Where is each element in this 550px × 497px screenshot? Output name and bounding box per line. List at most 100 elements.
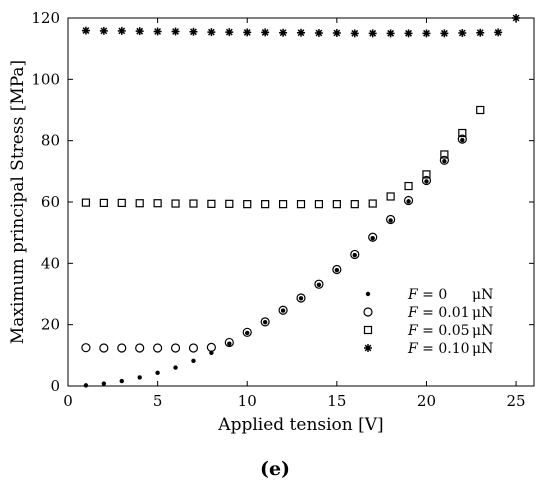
- data-point-series-2: [350, 249, 360, 260]
- y-axis-label: Maximum principal Stress [MPa]: [8, 60, 28, 344]
- data-point-series-1: [101, 381, 107, 386]
- x-tick-label: 15: [327, 392, 346, 410]
- data-point-series-2: [386, 214, 396, 225]
- data-point-series-1: [280, 308, 286, 313]
- data-point-series-1: [262, 320, 268, 325]
- legend-label-4: F = 0.10 μN: [407, 341, 493, 357]
- scatter-chart: 0 5 10 15 20 25 0 20 40 60 80 100 120 F = 0 μN F = 0.0…: [8, 9, 535, 435]
- data-point-series-4: [189, 27, 198, 36]
- legend-label-1: F = 0 μN: [407, 287, 493, 303]
- legend: F = 0 μN F = 0.01 μN F = 0.05 μN F = 0.10 μN: [363, 287, 493, 357]
- data-point-series-3: [207, 199, 216, 208]
- data-point-series-2: [206, 342, 216, 352]
- data-point-series-4: [279, 28, 288, 37]
- data-point-series-4: [458, 29, 467, 38]
- data-point-series-3: [153, 199, 162, 208]
- data-point-series-1: [227, 341, 232, 346]
- data-point-series-2: [117, 343, 127, 353]
- data-point-series-1: [442, 159, 447, 164]
- data-point-series-2: [170, 343, 181, 353]
- data-point-series-4: [81, 26, 90, 35]
- y-tick-label: 60: [41, 193, 60, 211]
- data-point-series-1: [352, 252, 357, 258]
- data-point-series-1: [334, 267, 340, 273]
- data-point-series-1: [424, 179, 429, 184]
- legend-marker-4: [364, 344, 372, 352]
- data-point-series-3: [278, 200, 288, 209]
- data-point-series-2: [439, 155, 449, 165]
- data-point-series-1: [316, 282, 322, 287]
- x-tick-label: 25: [507, 392, 526, 410]
- legend-marker-1: [365, 291, 371, 297]
- data-point-series-3: [476, 105, 485, 115]
- data-point-series-4: [297, 28, 305, 37]
- data-point-series-2: [332, 264, 342, 275]
- data-point-series-3: [386, 192, 395, 201]
- data-point-series-4: [404, 29, 413, 38]
- data-point-series-4: [440, 29, 449, 38]
- data-point-series-1: [245, 330, 250, 336]
- data-point-series-4: [494, 28, 503, 37]
- y-tick-label: 0: [50, 377, 60, 395]
- data-point-series-3: [296, 200, 306, 209]
- data-point-series-1: [83, 383, 89, 388]
- data-point-series-1: [191, 358, 196, 364]
- data-point-series-3: [117, 198, 126, 208]
- data-point-series-1: [137, 375, 142, 380]
- data-point-series-2: [314, 279, 324, 289]
- axis-ticks: 0 5 10 15 20 25 0 20 40 60 80 100 120: [31, 9, 534, 410]
- data-point-series-3: [135, 199, 144, 208]
- x-tick-label: 10: [238, 392, 257, 410]
- data-point-series-3: [458, 128, 467, 138]
- data-marks: [81, 14, 521, 388]
- data-point-series-4: [332, 29, 341, 38]
- data-point-series-1: [119, 378, 124, 384]
- data-point-series-4: [476, 28, 485, 37]
- data-point-series-4: [207, 28, 216, 37]
- data-point-series-1: [460, 137, 465, 143]
- data-point-series-4: [135, 27, 144, 36]
- data-point-series-3: [440, 150, 449, 159]
- data-point-series-4: [153, 27, 162, 36]
- legend-label-2: F = 0.01 μN: [407, 305, 493, 321]
- data-point-series-2: [188, 343, 199, 353]
- data-point-series-4: [243, 28, 252, 37]
- data-point-series-3: [314, 200, 324, 209]
- data-point-series-3: [81, 198, 91, 207]
- x-tick-label: 0: [63, 392, 73, 410]
- x-tick-label: 20: [417, 392, 436, 410]
- data-point-series-4: [350, 29, 359, 38]
- data-point-series-1: [173, 365, 178, 370]
- data-point-series-3: [171, 199, 180, 208]
- x-axis-label: Applied tension [V]: [217, 415, 383, 435]
- data-point-series-3: [243, 200, 252, 209]
- data-point-series-3: [350, 200, 359, 209]
- data-point-series-2: [99, 343, 109, 353]
- data-point-series-2: [421, 175, 432, 186]
- data-point-series-3: [404, 181, 413, 191]
- data-point-series-3: [99, 198, 108, 208]
- y-tick-label: 120: [31, 9, 60, 27]
- data-point-series-3: [225, 199, 234, 208]
- data-point-series-3: [422, 170, 431, 179]
- data-point-series-1: [406, 199, 411, 204]
- data-point-series-2: [403, 195, 414, 206]
- data-point-series-4: [99, 26, 108, 35]
- y-tick-label: 80: [41, 132, 60, 150]
- data-point-series-2: [224, 337, 234, 348]
- data-point-series-1: [155, 370, 160, 376]
- x-tick-label: 5: [153, 392, 163, 410]
- data-point-series-4: [225, 28, 234, 37]
- legend-marker-3: [363, 325, 373, 335]
- data-point-series-2: [296, 293, 306, 303]
- data-point-series-4: [171, 27, 180, 36]
- data-point-series-2: [135, 343, 145, 353]
- data-point-series-4: [314, 29, 323, 38]
- data-point-series-2: [457, 134, 467, 144]
- data-point-series-4: [368, 29, 377, 38]
- data-point-series-2: [81, 343, 91, 353]
- data-point-series-2: [242, 327, 252, 337]
- data-point-series-1: [370, 235, 375, 241]
- data-point-series-3: [332, 200, 341, 209]
- data-point-series-3: [368, 199, 377, 208]
